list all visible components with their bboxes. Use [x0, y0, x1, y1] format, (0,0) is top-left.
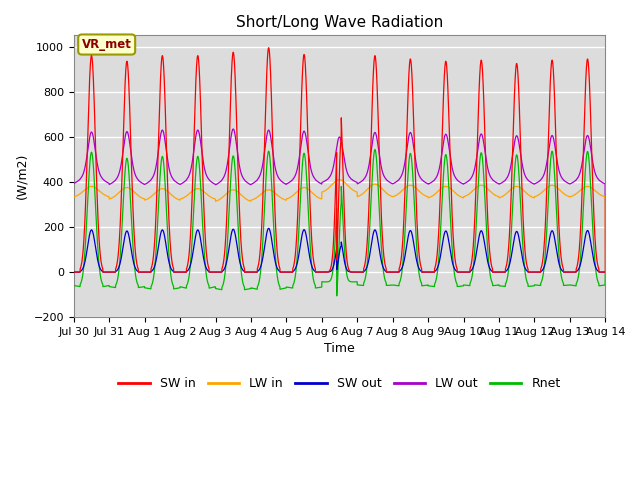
- Title: Short/Long Wave Radiation: Short/Long Wave Radiation: [236, 15, 443, 30]
- Y-axis label: (W/m2): (W/m2): [15, 153, 28, 199]
- Legend: SW in, LW in, SW out, LW out, Rnet: SW in, LW in, SW out, LW out, Rnet: [113, 372, 566, 396]
- X-axis label: Time: Time: [324, 342, 355, 356]
- Text: VR_met: VR_met: [82, 38, 132, 51]
